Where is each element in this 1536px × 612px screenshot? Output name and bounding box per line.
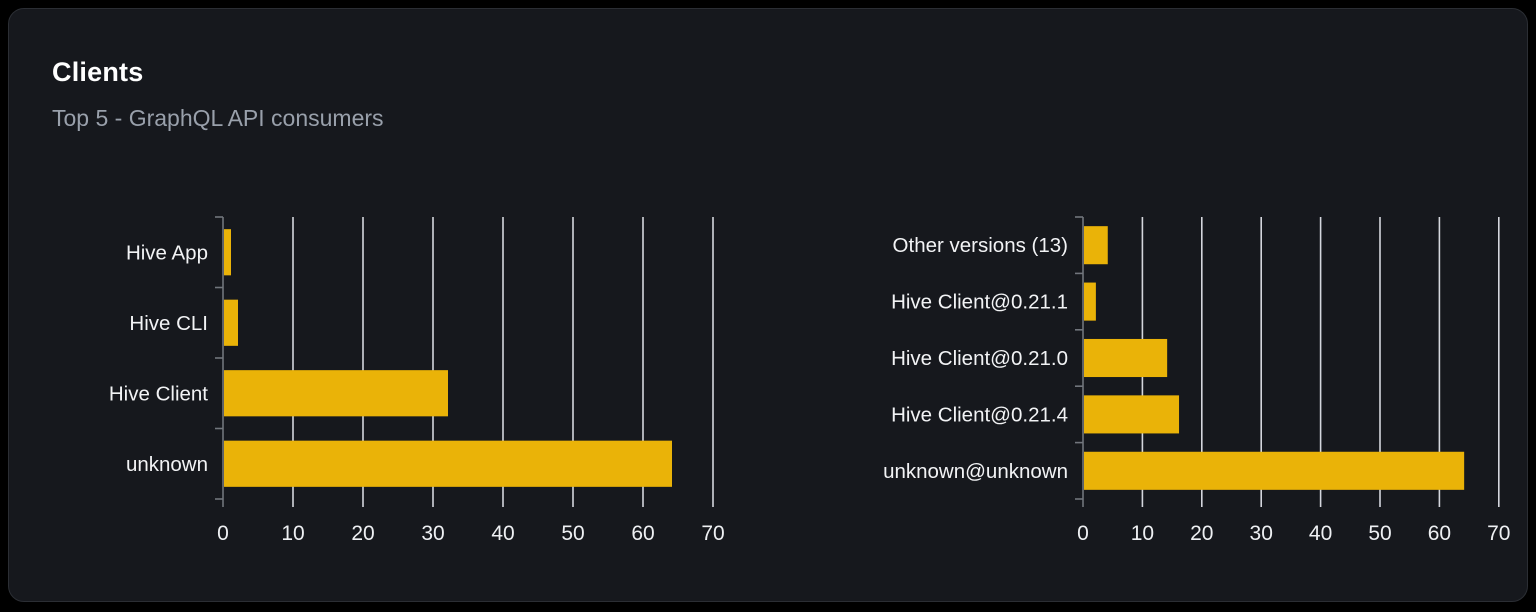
x-axis-tick-label: 0 bbox=[1077, 522, 1089, 545]
chart-canvas: 0 10 20 30 40 50 60 70 Other versions (13) Hive C… bbox=[883, 216, 1510, 545]
x-axis-tick-label: 40 bbox=[1309, 522, 1332, 545]
x-axis-tick-label: 30 bbox=[421, 522, 444, 545]
bar bbox=[1084, 451, 1465, 490]
category-label: unknown@unknown bbox=[883, 460, 1068, 483]
category-label: Hive Client@0.21.1 bbox=[891, 291, 1068, 314]
category-label: unknown bbox=[126, 453, 208, 476]
x-axis-tick-label: 60 bbox=[1428, 522, 1451, 545]
bar bbox=[224, 370, 448, 417]
x-axis-tick-label: 20 bbox=[351, 522, 374, 545]
bar bbox=[224, 299, 238, 346]
category-label: Hive App bbox=[126, 241, 208, 264]
card-header: Clients Top 5 - GraphQL API consumers bbox=[52, 57, 384, 132]
category-label: Hive Client@0.21.4 bbox=[891, 403, 1068, 426]
x-axis-tick-label: 20 bbox=[1190, 522, 1213, 545]
bar-chart-clients: 0 10 20 30 40 50 60 70 Hive App Hive CLI Hive Clie… bbox=[49, 197, 765, 562]
category-label: Hive Client bbox=[109, 382, 208, 405]
x-axis-tick-label: 0 bbox=[217, 522, 229, 545]
category-label: Hive Client@0.21.0 bbox=[891, 347, 1068, 370]
x-axis-tick-label: 60 bbox=[631, 522, 654, 545]
x-axis-tick-label: 50 bbox=[1368, 522, 1391, 545]
card-subtitle: Top 5 - GraphQL API consumers bbox=[52, 105, 384, 131]
x-axis-tick-label: 70 bbox=[1487, 522, 1510, 545]
bar bbox=[224, 229, 231, 276]
bar bbox=[1084, 226, 1108, 265]
category-label: Other versions (13) bbox=[893, 234, 1068, 257]
x-axis-tick-label: 10 bbox=[1131, 522, 1154, 545]
x-axis-tick-label: 30 bbox=[1250, 522, 1273, 545]
x-axis-tick-label: 70 bbox=[701, 522, 724, 545]
bar-chart-client-versions: 0 10 20 30 40 50 60 70 Other versions (13) Hive C… bbox=[829, 197, 1536, 562]
card-title: Clients bbox=[52, 57, 144, 87]
bar bbox=[224, 440, 672, 487]
chart-canvas: 0 10 20 30 40 50 60 70 Hive App Hive CLI Hive Clie… bbox=[109, 216, 725, 545]
bar bbox=[1084, 282, 1096, 321]
bar bbox=[1084, 395, 1180, 434]
clients-card: Clients Top 5 - GraphQL API consumers 0 1… bbox=[8, 8, 1528, 602]
x-axis-tick-label: 40 bbox=[491, 522, 514, 545]
x-axis-tick-label: 10 bbox=[281, 522, 304, 545]
bar bbox=[1084, 338, 1168, 378]
category-label: Hive CLI bbox=[129, 312, 208, 335]
x-axis-tick-label: 50 bbox=[561, 522, 584, 545]
